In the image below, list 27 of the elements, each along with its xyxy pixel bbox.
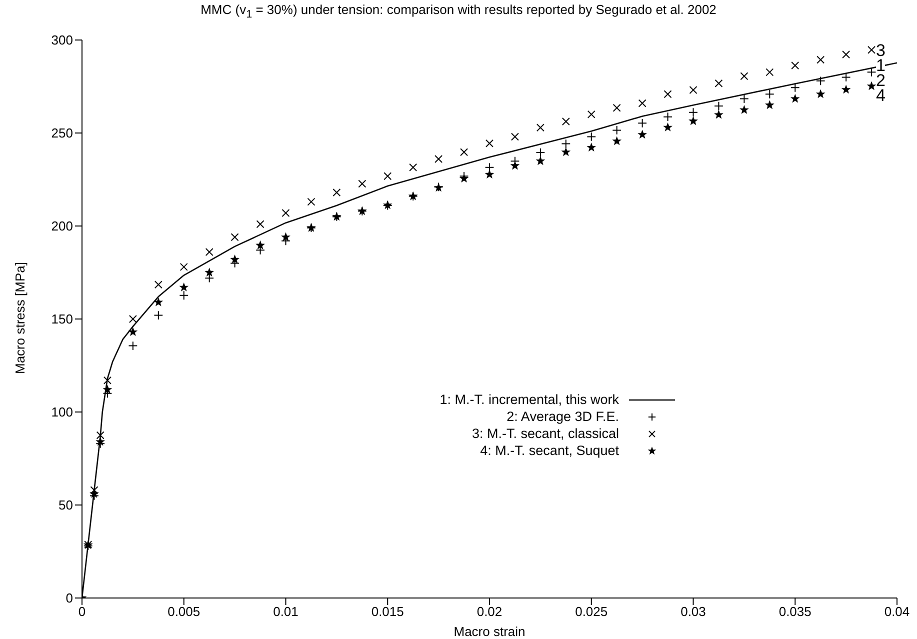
legend-label: 2: Average 3D F.E. <box>506 408 619 425</box>
x-tick-label: 0.015 <box>371 604 404 620</box>
x-tick-label: 0.035 <box>778 604 812 620</box>
legend-label: 3: M.-T. secant, classical <box>472 425 619 442</box>
y-tick-label: 300 <box>51 32 73 48</box>
x-tick-label: 0 <box>78 604 86 620</box>
annotation: 1 <box>876 56 886 75</box>
y-tick-label: 50 <box>58 498 73 513</box>
x-tick-label: 0.01 <box>273 604 298 620</box>
legend-label: 4: M.-T. secant, Suquet <box>480 442 619 459</box>
y-tick-label: 200 <box>51 218 73 234</box>
y-tick-label: 0 <box>66 590 73 606</box>
chart-title: MMC (v$_{1}$ = 30%) under tension: comparison with results reported by Segurado et al. 2002 <box>200 2 718 21</box>
x-tick-label: 0.025 <box>575 604 608 620</box>
annotation: 3 <box>876 41 886 60</box>
y-tick-label: 250 <box>51 126 73 141</box>
annotation: 4 <box>876 86 886 105</box>
x-tick-label: 0.005 <box>168 604 200 620</box>
annotation: 2 <box>876 71 886 90</box>
x-axis-title: Macro strain <box>454 624 526 639</box>
y-tick-label: 150 <box>51 312 73 327</box>
legend-label: 1: M.-T. incremental, this work <box>440 391 619 408</box>
x-tick-label: 0.03 <box>680 604 706 620</box>
y-axis-title: Macro stress [MPa] <box>12 262 28 374</box>
y-tick-label: 100 <box>51 404 73 420</box>
x-tick-label: 0.04 <box>884 604 910 620</box>
x-tick-label: 0.02 <box>476 604 502 620</box>
